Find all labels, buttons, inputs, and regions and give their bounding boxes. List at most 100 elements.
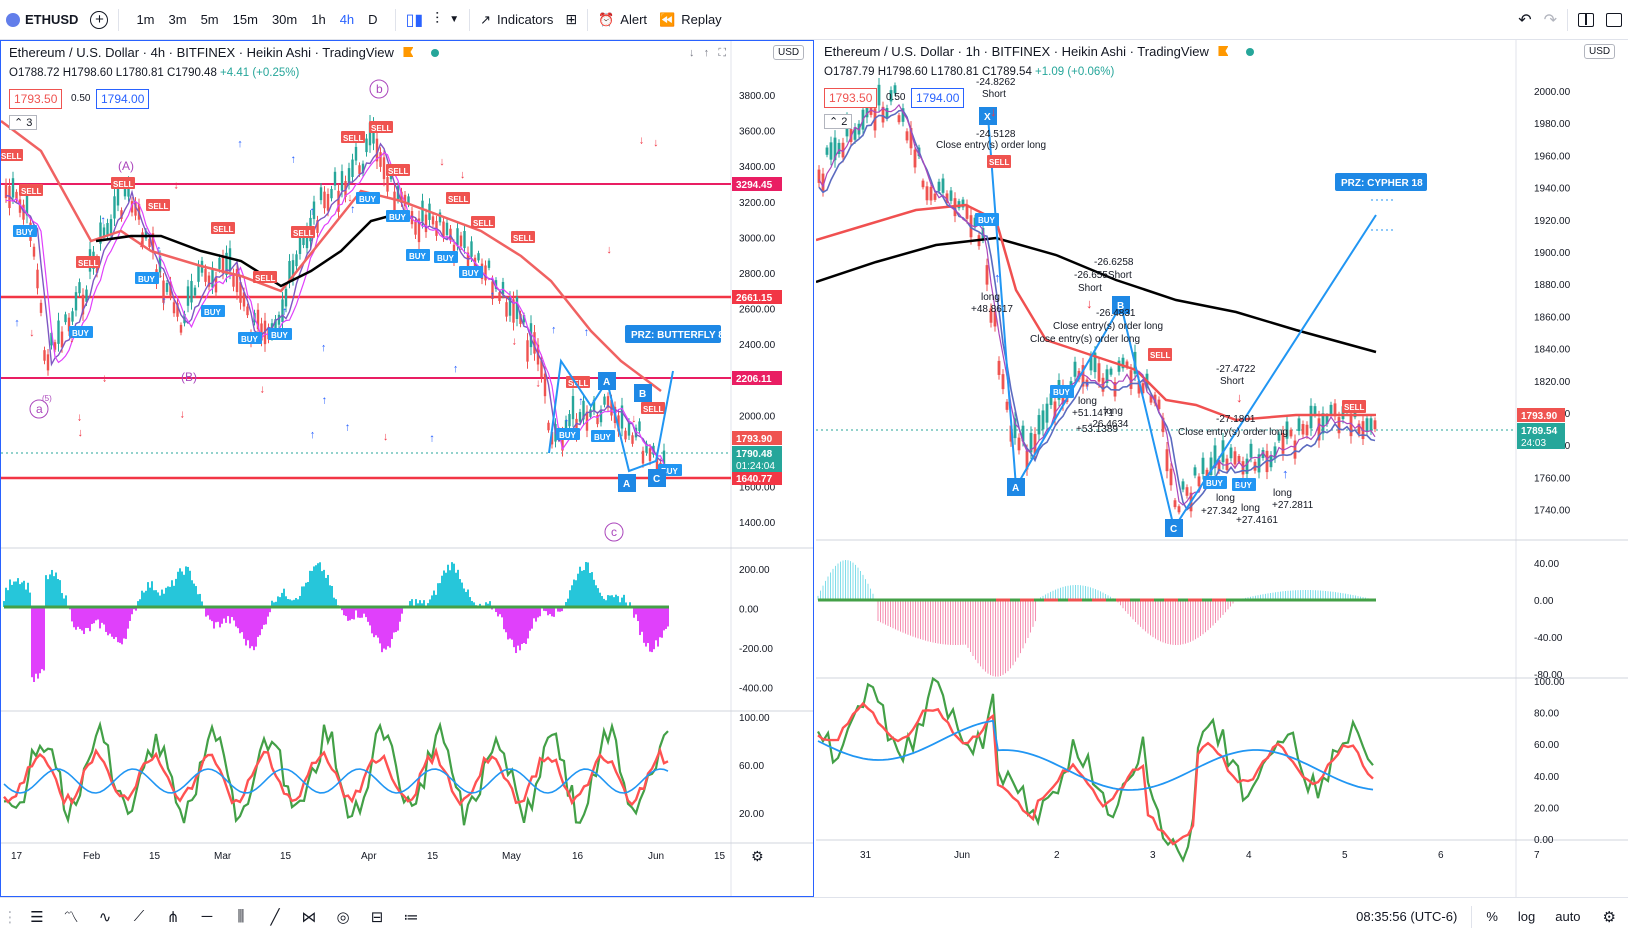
buy-signal[interactable]: [135, 272, 159, 284]
arrow-up-icon[interactable]: ↑: [703, 47, 710, 59]
sell-signal[interactable]: [369, 121, 393, 133]
sell-signal[interactable]: [1148, 348, 1172, 361]
auto-toggle[interactable]: auto: [1555, 909, 1581, 924]
sell-signal[interactable]: [987, 155, 1011, 168]
sell-signal[interactable]: [291, 226, 315, 238]
buy-signal[interactable]: [1203, 476, 1227, 489]
undo-button[interactable]: ↶: [1512, 0, 1537, 40]
currency-selector[interactable]: USD: [773, 45, 805, 60]
sell-signal[interactable]: [446, 192, 470, 204]
buy-signal[interactable]: [238, 332, 262, 344]
sell-signal[interactable]: [253, 271, 277, 283]
sell-signal[interactable]: [1342, 400, 1366, 413]
compare-button[interactable]: +: [84, 0, 114, 40]
timeframe-1m[interactable]: 1m: [136, 12, 155, 27]
timeframe-4h[interactable]: 4h: [339, 12, 355, 27]
bar-type-button[interactable]: ⫶ ▼: [429, 0, 465, 40]
sell-signal[interactable]: [1, 149, 23, 161]
harmonic-point-marker[interactable]: [598, 372, 616, 390]
harmonic-pattern-line[interactable]: [987, 115, 1377, 531]
sell-signal[interactable]: [111, 177, 135, 189]
buy-signal[interactable]: [386, 210, 410, 222]
buy-signal[interactable]: [975, 213, 999, 226]
indicator-collapse-toggle[interactable]: ⌃ 2: [824, 114, 853, 129]
layouts-button[interactable]: ⊞: [559, 0, 583, 40]
clock-time[interactable]: 08:35:56 (UTC-6): [1356, 909, 1458, 924]
percent-toggle[interactable]: %: [1486, 909, 1498, 924]
buy-signal[interactable]: [434, 251, 458, 263]
vertical-bars-icon[interactable]: ⫼: [237, 908, 245, 925]
elliott-wave-icon[interactable]: ∿: [98, 908, 112, 926]
replay-button[interactable]: ⏪ Replay: [653, 0, 728, 40]
harmonic-point-marker[interactable]: [1165, 519, 1183, 537]
timeframe-5m[interactable]: 5m: [200, 12, 219, 27]
indicator-collapse-toggle[interactable]: ⌃ 3: [9, 115, 38, 130]
drag-handle[interactable]: ⋮: [2, 908, 18, 926]
sell-signal[interactable]: [211, 222, 235, 234]
buy-signal[interactable]: [13, 225, 37, 237]
right-chart-pane[interactable]: Ethereum / U.S. Dollar · 1h · BITFINEX ·…: [816, 40, 1628, 897]
alert-button[interactable]: ⏰ Alert: [592, 0, 653, 40]
timeframe-15m[interactable]: 15m: [232, 12, 258, 27]
chart-legend[interactable]: Ethereum / U.S. Dollar · 4h · BITFINEX ·…: [9, 45, 440, 60]
harmonic-point-marker[interactable]: [648, 469, 666, 487]
prz-label-box[interactable]: [625, 325, 721, 343]
horizontal-line-icon[interactable]: ─: [201, 908, 213, 925]
buy-signal[interactable]: [1232, 478, 1256, 491]
currency-selector[interactable]: USD: [1584, 44, 1616, 59]
buy-signal[interactable]: [556, 428, 580, 440]
buy-signal[interactable]: [459, 266, 483, 278]
sell-signal[interactable]: [76, 256, 100, 268]
buy-signal[interactable]: [69, 326, 93, 338]
timeframe-30m[interactable]: 30m: [271, 12, 298, 27]
buy-signal[interactable]: [268, 328, 292, 340]
sell-signal[interactable]: [19, 184, 43, 196]
arrow-down-icon[interactable]: ↓: [689, 47, 695, 59]
pattern-icon[interactable]: 〽: [63, 909, 79, 926]
sell-signal[interactable]: [471, 216, 495, 228]
buy-signal[interactable]: [591, 430, 615, 442]
sell-signal[interactable]: [511, 231, 535, 243]
buy-price-button[interactable]: 1794.00: [96, 89, 150, 109]
sell-signal[interactable]: [341, 131, 365, 143]
fullscreen-button[interactable]: [1600, 0, 1628, 40]
trend-line-icon[interactable]: ╱: [270, 908, 280, 926]
harmonic-point-marker[interactable]: [1112, 296, 1130, 314]
left-chart-pane[interactable]: Ethereum / U.S. Dollar · 4h · BITFINEX ·…: [0, 40, 814, 897]
ray-icon[interactable]: ⟋: [133, 908, 145, 925]
menu-icon[interactable]: ☰: [30, 908, 44, 926]
harmonic-point-marker[interactable]: [618, 474, 636, 492]
harmonic-point-marker[interactable]: [634, 384, 652, 402]
settings-list-icon[interactable]: ≔: [403, 908, 419, 926]
log-toggle[interactable]: log: [1517, 909, 1536, 924]
settings-icon[interactable]: ⚙: [1602, 908, 1616, 926]
chart-type-button[interactable]: ▯▮: [400, 0, 430, 40]
buy-signal[interactable]: [1050, 385, 1074, 398]
maximize-icon[interactable]: ⛶: [718, 47, 727, 59]
timeframe-D[interactable]: D: [368, 12, 378, 27]
position-icon[interactable]: ⊟: [370, 908, 384, 926]
buy-signal[interactable]: [406, 249, 430, 261]
xabcd-icon[interactable]: ⋈: [301, 908, 317, 926]
buy-signal[interactable]: [356, 192, 380, 204]
layout-split-button[interactable]: [1572, 0, 1600, 40]
sell-signal[interactable]: [146, 199, 170, 211]
settings-gear-icon[interactable]: ⚙: [751, 848, 764, 864]
sell-price-button[interactable]: 1793.50: [824, 88, 878, 108]
buy-signal[interactable]: [201, 305, 225, 317]
redo-button[interactable]: ↷: [1538, 0, 1563, 40]
prz-label-box[interactable]: [1335, 173, 1427, 191]
sell-signal[interactable]: [386, 164, 410, 176]
harmonic-point-marker[interactable]: [1007, 478, 1025, 496]
cycle-icon[interactable]: ◎: [336, 908, 350, 926]
chart-legend[interactable]: Ethereum / U.S. Dollar · 1h · BITFINEX ·…: [824, 44, 1255, 59]
right-chart-canvas[interactable]: 2000.00 1980.00 1960.00 1940.00 1920.00 1900.…: [816, 40, 1628, 897]
symbol-selector[interactable]: ETHUSD: [0, 0, 84, 40]
pitchfork-icon[interactable]: ⋔: [166, 908, 180, 926]
left-chart-canvas[interactable]: 3800.003600.003400.003200.003000.002800.…: [1, 41, 813, 896]
sell-price-button[interactable]: 1793.50: [9, 89, 63, 109]
sell-signal[interactable]: [641, 402, 665, 414]
timeframe-3m[interactable]: 3m: [168, 12, 187, 27]
indicators-button[interactable]: ↗ Indicators: [474, 0, 559, 40]
harmonic-point-marker[interactable]: [979, 107, 997, 125]
